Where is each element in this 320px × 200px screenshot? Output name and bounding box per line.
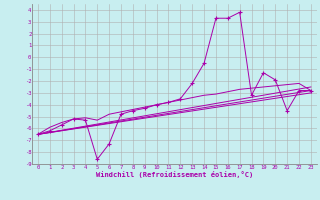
X-axis label: Windchill (Refroidissement éolien,°C): Windchill (Refroidissement éolien,°C)	[96, 171, 253, 178]
